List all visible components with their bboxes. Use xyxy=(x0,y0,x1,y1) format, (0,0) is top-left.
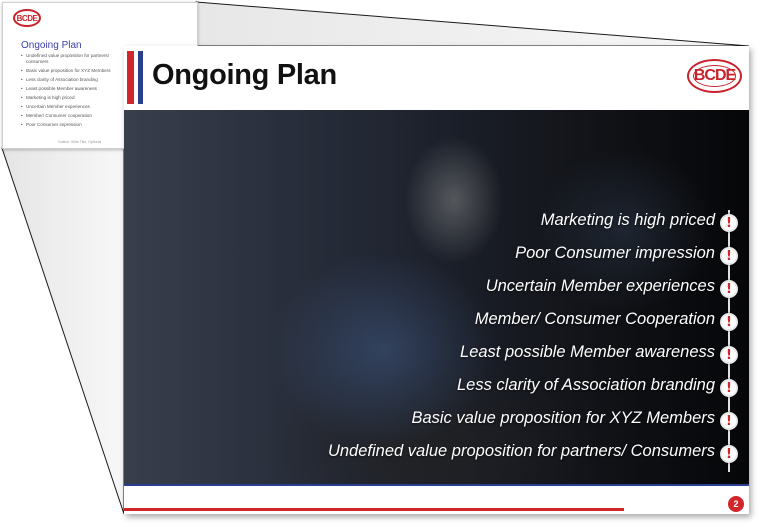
exclamation-icon: ! xyxy=(720,412,738,430)
exclamation-icon: ! xyxy=(720,445,738,463)
list-item: Marketing is high priced xyxy=(540,211,715,229)
exclamation-icon: ! xyxy=(720,379,738,397)
timeline-line xyxy=(728,210,730,472)
exclamation-icon: ! xyxy=(720,214,738,232)
photo-overlay xyxy=(124,110,749,484)
thumbnail-logo: BCDE xyxy=(13,9,41,27)
thumbnail-slide: BCDE Ongoing Plan Undefined value propos… xyxy=(2,2,198,149)
list-item: Undefined value proposition for partners… xyxy=(327,442,715,460)
exclamation-icon: ! xyxy=(720,346,738,364)
list-item: Uncertain Member experiences xyxy=(21,104,131,110)
title-accent-blue xyxy=(138,51,143,104)
list-item: Least possible Member awareness xyxy=(21,86,131,92)
list-item: Uncertain Member experiences xyxy=(485,277,715,295)
list-item: Basic value proposition for XYZ Members xyxy=(21,68,131,74)
list-item: Member/ Consumer Cooperation xyxy=(474,310,715,328)
enlarged-slide: Ongoing Plan BCDE Marketing is high pric… xyxy=(124,46,749,514)
thumbnail-title: Ongoing Plan xyxy=(21,40,82,51)
slide-title: Ongoing Plan xyxy=(152,59,337,91)
list-item: Less clarity of Association branding xyxy=(456,376,715,394)
issue-list: Marketing is high priced ! Poor Consumer… xyxy=(124,110,749,484)
exclamation-icon: ! xyxy=(720,313,738,331)
list-item: Poor Consumer impression xyxy=(515,244,715,262)
footer-rule-red xyxy=(124,508,624,511)
list-item: Least possible Member awareness xyxy=(460,343,715,361)
mechanics-photo: Marketing is high priced ! Poor Consumer… xyxy=(124,110,749,484)
list-item: Member/ Consumer cooperation xyxy=(21,113,131,119)
list-item: Marketing is high priced xyxy=(21,95,131,101)
list-item: Less clarity of Association branding xyxy=(21,77,131,83)
exclamation-icon: ! xyxy=(720,247,738,265)
company-logo: BCDE xyxy=(687,59,742,93)
exclamation-icon: ! xyxy=(720,280,738,298)
list-item: Undefined value proposition for partners… xyxy=(21,53,131,65)
page-number-badge: 2 xyxy=(728,496,744,512)
thumbnail-footer: Outline: Slide Title, Optional xyxy=(58,140,102,144)
thumbnail-bullet-list: Undefined value proposition for partners… xyxy=(21,53,131,131)
list-item: Basic value proposition for XYZ Members xyxy=(411,409,715,427)
title-accent-red xyxy=(127,51,134,104)
footer-rule-blue xyxy=(124,484,749,486)
list-item: Poor Consumer impression xyxy=(21,122,131,128)
